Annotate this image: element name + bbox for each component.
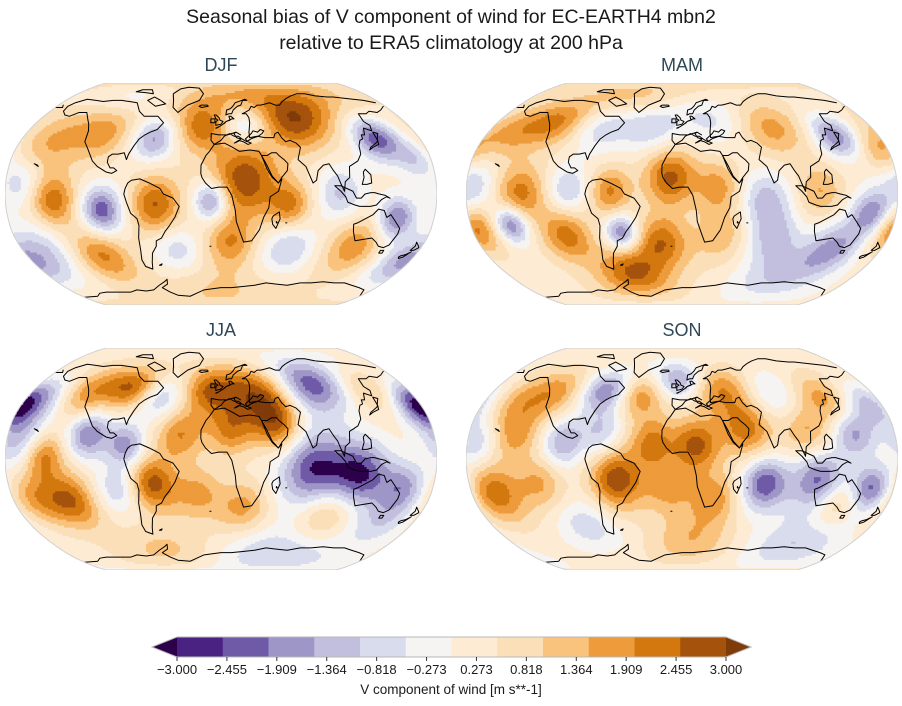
colorbar-band bbox=[497, 637, 544, 657]
colorbar-band bbox=[405, 637, 452, 657]
figure-title: Seasonal bias of V component of wind for… bbox=[186, 6, 716, 54]
colorbar: −3.000 −2.455 −1.909 −1.364 −0.818 −0.273 0.27… bbox=[0, 628, 902, 706]
panel-title-jja: JJA bbox=[205, 320, 236, 340]
map-jja bbox=[4, 347, 438, 571]
colorbar-tick-label: 0.818 bbox=[510, 662, 543, 677]
map-djf bbox=[4, 82, 438, 306]
panel-djf: DJF bbox=[4, 55, 438, 306]
colorbar-over-arrow bbox=[726, 637, 751, 657]
colorbar-svg bbox=[150, 636, 753, 661]
panel-son: SON bbox=[465, 320, 899, 571]
colorbar-tick-labels: −3.000 −2.455 −1.909 −1.364 −0.818 −0.273 0.27… bbox=[0, 662, 902, 680]
panel-title-mam: MAM bbox=[661, 55, 703, 75]
colorbar-tick-label: −3.000 bbox=[156, 662, 198, 677]
colorbar-band bbox=[451, 637, 498, 657]
colorbar-band bbox=[177, 637, 224, 657]
colorbar-swatches bbox=[0, 628, 902, 677]
coastlines-jja bbox=[33, 351, 420, 563]
map-son bbox=[465, 347, 899, 571]
colorbar-tick-label: 1.909 bbox=[609, 662, 643, 677]
colorbar-band bbox=[268, 637, 315, 657]
colorbar-axis-label: V component of wind [m s**-1] bbox=[360, 682, 542, 697]
colorbar-tick-label: −0.273 bbox=[406, 662, 447, 677]
colorbar-band bbox=[222, 637, 269, 657]
panel-jja: JJA bbox=[4, 320, 438, 571]
colorbar-band bbox=[634, 637, 681, 657]
colorbar-band bbox=[314, 637, 361, 657]
colorbar-band bbox=[543, 637, 590, 657]
contour-fill-mam bbox=[466, 83, 898, 305]
colorbar-tick-label: −1.909 bbox=[256, 662, 297, 677]
colorbar-band bbox=[680, 637, 727, 657]
coastlines-mam bbox=[494, 86, 881, 298]
colorbar-tick-label: 1.364 bbox=[560, 662, 593, 677]
panel-title-djf: DJF bbox=[204, 55, 238, 75]
map-svg-jja bbox=[4, 347, 438, 571]
colorbar-band bbox=[360, 637, 407, 657]
colorbar-tick-label: −1.364 bbox=[306, 662, 347, 677]
map-svg-mam bbox=[465, 82, 899, 306]
coastlines-djf bbox=[33, 86, 420, 298]
panel-title-son: SON bbox=[662, 320, 702, 340]
contour-fill-djf bbox=[5, 83, 437, 305]
contour-fill-son bbox=[466, 348, 898, 570]
panel-mam: MAM bbox=[465, 55, 899, 306]
colorbar-band bbox=[588, 637, 635, 657]
colorbar-tick-label: −2.455 bbox=[206, 662, 247, 677]
map-svg-son bbox=[465, 347, 899, 571]
colorbar-tick-label: 2.455 bbox=[659, 662, 693, 677]
colorbar-tick-label: 0.273 bbox=[460, 662, 493, 677]
map-svg-djf bbox=[4, 82, 438, 306]
map-mam bbox=[465, 82, 899, 306]
colorbar-tick-label: 3.000 bbox=[709, 662, 743, 677]
colorbar-tick-label: −0.818 bbox=[356, 662, 397, 677]
colorbar-under-arrow bbox=[152, 637, 177, 657]
coastlines-son bbox=[494, 351, 881, 563]
